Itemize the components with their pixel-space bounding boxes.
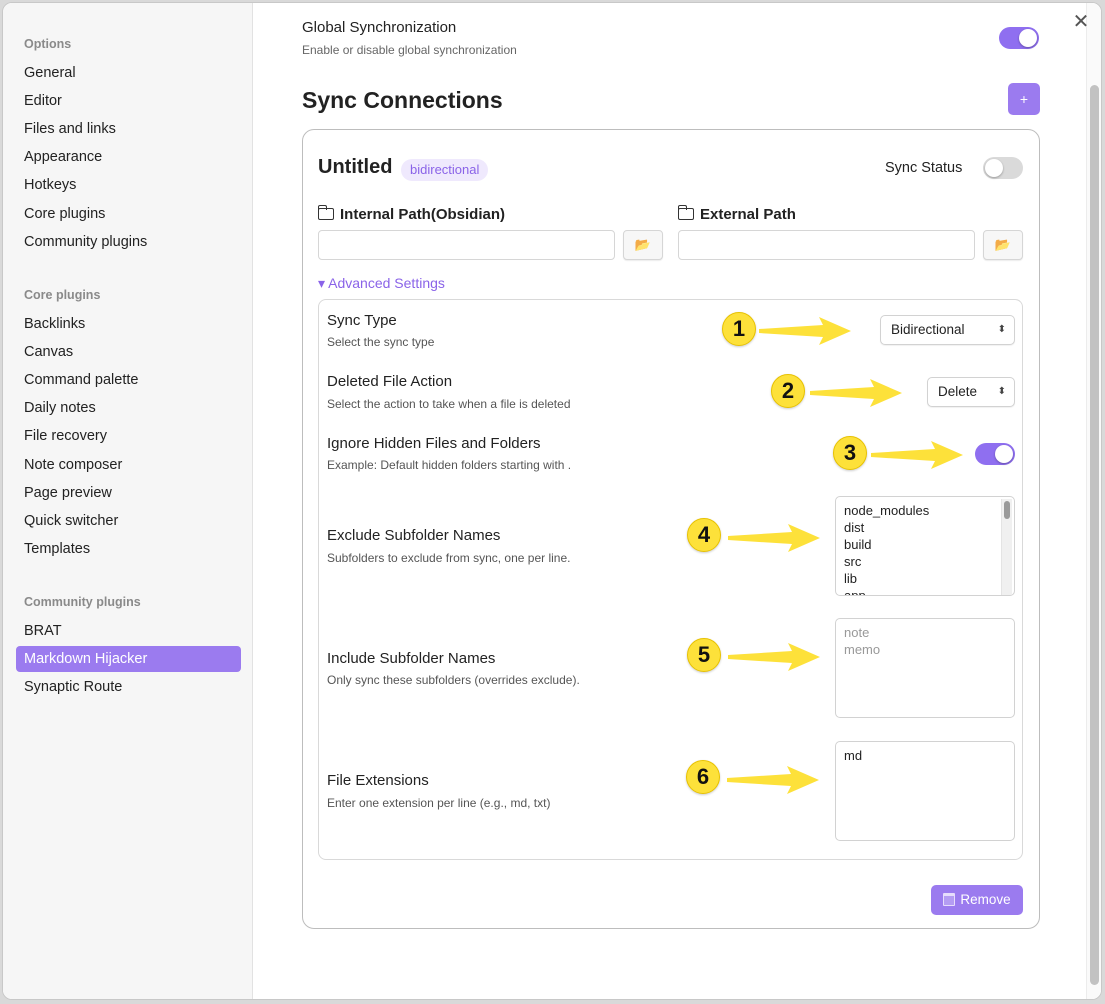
- annotation-marker-2: 2: [771, 374, 805, 408]
- sidebar-item-daily-notes[interactable]: Daily notes: [24, 400, 96, 416]
- ignore-hidden-toggle[interactable]: [975, 443, 1015, 465]
- global-sync-desc: Enable or disable global synchronization: [302, 43, 517, 57]
- sidebar-item-templates[interactable]: Templates: [24, 541, 91, 557]
- sidebar-item-page-preview[interactable]: Page preview: [24, 485, 112, 501]
- external-path-label: External Path: [677, 205, 796, 223]
- sidebar-item-file-recovery[interactable]: File recovery: [24, 428, 107, 444]
- trash-icon: [943, 893, 956, 906]
- ignore-hidden-desc: Example: Default hidden folders starting…: [327, 458, 572, 472]
- sync-status-toggle[interactable]: [983, 157, 1023, 179]
- sidebar-section-options: Options: [24, 37, 72, 51]
- sidebar-item-community-plugins[interactable]: Community plugins: [24, 234, 148, 250]
- sync-type-badge: bidirectional: [401, 159, 489, 181]
- internal-path-label: Internal Path(Obsidian): [317, 205, 506, 223]
- sidebar-item-markdown-hijacker[interactable]: Markdown Hijacker: [16, 646, 241, 672]
- sidebar-section-community-plugins: Community plugins: [24, 595, 141, 609]
- add-connection-button[interactable]: +: [1008, 83, 1040, 115]
- close-icon[interactable]: ✕: [1072, 11, 1090, 33]
- sidebar-item-command-palette[interactable]: Command palette: [24, 372, 139, 388]
- annotation-arrow-5: [728, 643, 820, 671]
- advanced-settings-panel: Sync Type Select the sync type Bidirecti…: [318, 299, 1023, 860]
- sync-status-label: Sync Status: [885, 160, 963, 176]
- sidebar-item-quick-switcher[interactable]: Quick switcher: [24, 513, 119, 529]
- annotation-marker-1: 1: [722, 312, 756, 346]
- include-title: Include Subfolder Names: [327, 650, 496, 667]
- textarea-scrollbar[interactable]: [1001, 499, 1012, 595]
- extensions-desc: Enter one extension per line (e.g., md, …: [327, 796, 551, 810]
- connection-card: Untitled bidirectional Sync Status Inter…: [302, 129, 1040, 929]
- extensions-textarea[interactable]: md: [835, 741, 1015, 841]
- annotation-marker-4: 4: [687, 518, 721, 552]
- sync-connections-heading: Sync Connections: [302, 87, 503, 113]
- annotation-arrow-1: [759, 317, 851, 345]
- external-path-input[interactable]: [678, 230, 975, 260]
- sidebar-item-canvas[interactable]: Canvas: [24, 344, 74, 360]
- annotation-marker-5: 5: [687, 638, 721, 672]
- remove-connection-button[interactable]: Remove: [931, 885, 1023, 915]
- exclude-desc: Subfolders to exclude from sync, one per…: [327, 551, 571, 565]
- global-sync-title: Global Synchronization: [302, 19, 457, 36]
- deleted-action-title: Deleted File Action: [327, 373, 453, 390]
- sidebar-item-brat[interactable]: BRAT: [24, 623, 62, 639]
- sidebar-item-general[interactable]: General: [24, 65, 76, 81]
- annotation-arrow-6: [727, 766, 819, 794]
- annotation-marker-3: 3: [833, 436, 867, 470]
- sidebar-section-core-plugins: Core plugins: [24, 288, 101, 302]
- sync-type-desc: Select the sync type: [327, 335, 435, 349]
- chevron-updown-icon: ⬍: [997, 324, 1006, 335]
- exclude-textarea[interactable]: node_modules dist build src lib app: [835, 496, 1015, 596]
- open-folder-icon: 📂: [994, 237, 1012, 252]
- sidebar-item-files-and-links[interactable]: Files and links: [24, 121, 116, 137]
- extensions-title: File Extensions: [327, 772, 429, 789]
- sidebar-item-synaptic-route[interactable]: Synaptic Route: [24, 679, 123, 695]
- sync-type-value: Bidirectional: [891, 322, 965, 337]
- textarea-scroll-thumb[interactable]: [1004, 501, 1010, 519]
- chevron-updown-icon: ⬍: [997, 386, 1006, 397]
- include-textarea[interactable]: note memo: [835, 618, 1015, 718]
- sync-type-title: Sync Type: [327, 312, 397, 329]
- exclude-title: Exclude Subfolder Names: [327, 527, 501, 544]
- sidebar-item-note-composer[interactable]: Note composer: [24, 457, 123, 473]
- browse-internal-button[interactable]: 📂: [623, 230, 663, 260]
- deleted-action-select[interactable]: Delete ⬍: [927, 377, 1015, 407]
- sidebar: Options General Editor Files and links A…: [3, 3, 253, 999]
- annotation-arrow-4: [728, 524, 820, 552]
- sync-type-select[interactable]: Bidirectional ⬍: [880, 315, 1015, 345]
- include-desc: Only sync these subfolders (overrides ex…: [327, 673, 580, 687]
- advanced-settings-toggle[interactable]: ▾ Advanced Settings: [318, 275, 445, 291]
- settings-content: ✕ Global Synchronization Enable or disab…: [254, 3, 1101, 999]
- sidebar-item-editor[interactable]: Editor: [24, 93, 62, 109]
- global-sync-toggle[interactable]: [999, 27, 1039, 49]
- toggle-knob: [985, 159, 1003, 177]
- annotation-marker-6: 6: [686, 760, 720, 794]
- folder-icon: [317, 205, 334, 220]
- annotation-arrow-2: [810, 379, 902, 407]
- exclude-textarea-value: node_modules dist build src lib app: [844, 503, 930, 596]
- ignore-hidden-title: Ignore Hidden Files and Folders: [327, 435, 541, 452]
- remove-label: Remove: [960, 892, 1011, 907]
- internal-path-label-text: Internal Path(Obsidian): [340, 206, 506, 223]
- toggle-knob: [995, 445, 1013, 463]
- scrollbar[interactable]: [1090, 85, 1099, 985]
- folder-icon: [677, 205, 694, 220]
- annotation-arrow-3: [871, 441, 963, 469]
- deleted-action-value: Delete: [938, 384, 978, 399]
- browse-external-button[interactable]: 📂: [983, 230, 1023, 260]
- external-path-label-text: External Path: [700, 206, 796, 223]
- sidebar-item-core-plugins[interactable]: Core plugins: [24, 206, 106, 222]
- toggle-knob: [1019, 29, 1037, 47]
- sidebar-item-backlinks[interactable]: Backlinks: [24, 316, 86, 332]
- open-folder-icon: 📂: [634, 237, 652, 252]
- sidebar-item-hotkeys[interactable]: Hotkeys: [24, 177, 77, 193]
- sidebar-item-appearance[interactable]: Appearance: [24, 149, 103, 165]
- deleted-action-desc: Select the action to take when a file is…: [327, 397, 571, 411]
- internal-path-input[interactable]: [318, 230, 615, 260]
- connection-name: Untitled: [318, 156, 393, 178]
